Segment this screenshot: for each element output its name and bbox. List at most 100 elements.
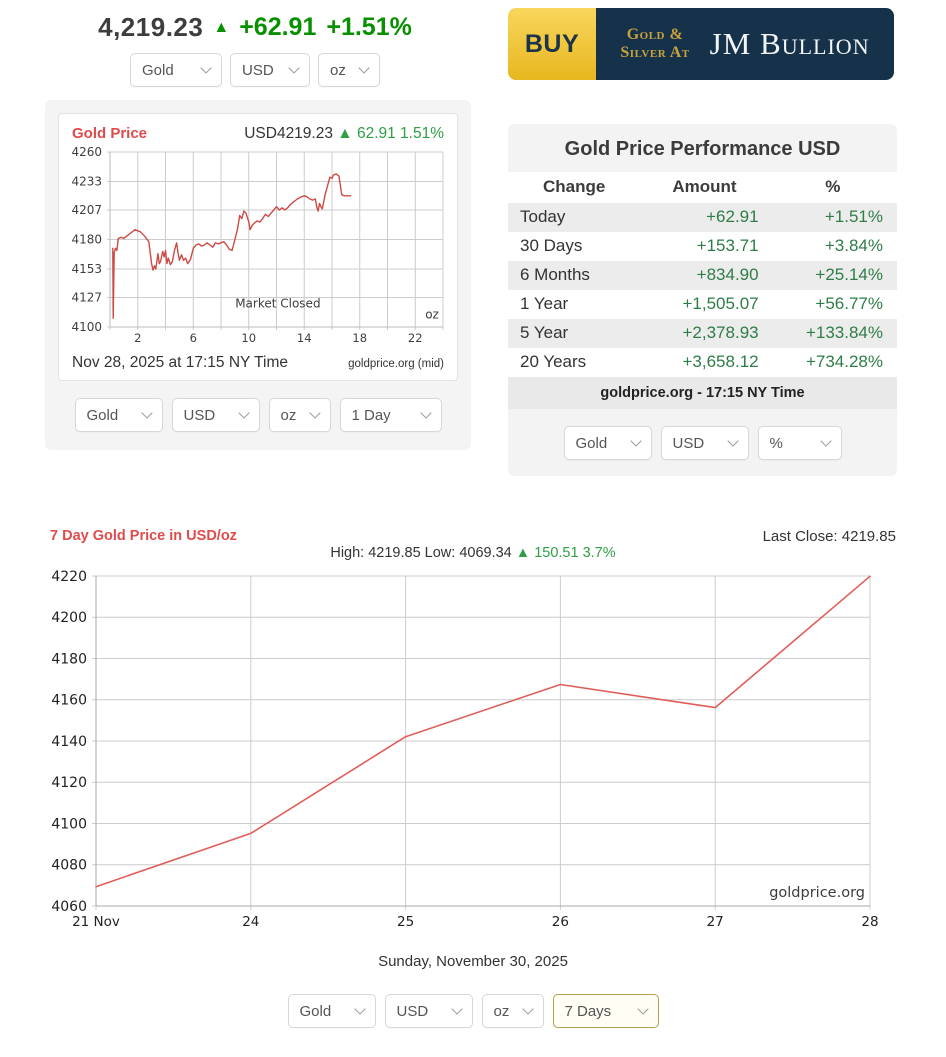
svg-text:26: 26 xyxy=(552,914,569,930)
svg-text:21 Nov: 21 Nov xyxy=(72,914,120,930)
quote-change: 62.91 1.51% xyxy=(356,125,444,142)
cell-label: 20 Years xyxy=(520,352,587,371)
svg-text:4060: 4060 xyxy=(51,899,87,915)
svg-text:4080: 4080 xyxy=(51,858,87,874)
intraday-chart: 4100 4127 4153 4180 4207 4233 4260 2 6 10 14 18 22 Ma… xyxy=(71,145,444,345)
chevron-down-icon xyxy=(636,1003,649,1015)
cell-pct: +1.51% xyxy=(824,207,883,226)
performance-rows: Today +62.91 +1.51% 30 Days +153.71 +3.84% 6 M… xyxy=(508,203,897,377)
svg-text:4180: 4180 xyxy=(71,233,102,247)
svg-text:Market Closed: Market Closed xyxy=(235,296,320,310)
svg-text:4120: 4120 xyxy=(51,775,87,791)
chart-metal-select[interactable]: Gold xyxy=(74,398,163,432)
jm-bullion-ad-banner[interactable]: BUY Gold & Silver At JM Bullion xyxy=(508,8,894,80)
column-header-percent: % xyxy=(825,177,841,196)
svg-text:22: 22 xyxy=(408,331,423,345)
cell-pct: +25.14% xyxy=(815,265,883,284)
chevron-down-icon xyxy=(353,1003,366,1015)
seven-day-title: 7 Day Gold Price in USD/oz xyxy=(50,528,237,544)
svg-text:10: 10 xyxy=(241,331,256,345)
column-header-amount: Amount xyxy=(672,177,737,196)
svg-text:6: 6 xyxy=(190,331,197,345)
svg-text:4127: 4127 xyxy=(71,291,102,305)
cell-amount: +3,658.12 xyxy=(682,352,759,371)
svg-text:4100: 4100 xyxy=(51,816,87,832)
chart-quote: USD4219.23 ▲ 62.91 1.51% xyxy=(244,125,444,143)
svg-text:goldprice.org: goldprice.org xyxy=(769,885,865,901)
perf-metal-select[interactable]: Gold xyxy=(563,426,652,460)
svg-text:4207: 4207 xyxy=(71,203,102,217)
up-arrow-icon: ▲ xyxy=(213,18,230,36)
intraday-chart-card: Gold Price USD4219.23 ▲ 62.91 1.51% 4100… xyxy=(58,113,458,381)
seven-day-chart: 4060 4080 4100 4120 4140 4160 4180 4200 4220 21 N… xyxy=(51,569,878,930)
perf-currency-select[interactable]: USD xyxy=(660,426,749,460)
header-unit-select[interactable]: oz xyxy=(318,53,380,87)
svg-text:4100: 4100 xyxy=(71,320,102,334)
select-value: Gold xyxy=(142,61,174,79)
cell-label: 1 Year xyxy=(520,294,569,313)
select-value: Gold xyxy=(299,1002,332,1020)
cell-amount: +834.90 xyxy=(696,265,759,284)
spot-price: 4,219.23 xyxy=(98,12,204,42)
svg-text:2: 2 xyxy=(134,331,141,345)
quote-price: USD4219.23 xyxy=(244,125,333,142)
date-caption: Sunday, November 30, 2025 xyxy=(378,953,568,970)
svg-text:4160: 4160 xyxy=(51,693,87,709)
svg-text:18: 18 xyxy=(352,331,367,345)
perf-display-select[interactable]: % xyxy=(757,426,842,460)
svg-text:24: 24 xyxy=(242,914,259,930)
svg-text:4200: 4200 xyxy=(51,610,87,626)
page-header: 4,219.23 ▲ +62.91 +1.51% Gold USD oz BUY… xyxy=(0,0,946,96)
chart-currency-select[interactable]: USD xyxy=(171,398,260,432)
select-value: USD xyxy=(183,406,216,424)
chevron-down-icon xyxy=(521,1003,534,1015)
cell-label: Today xyxy=(520,207,566,226)
chevron-down-icon xyxy=(237,407,250,419)
banner-brand-logo: JM Bullion xyxy=(709,26,870,61)
table-row: 20 Years +3,658.12 +734.28% xyxy=(508,348,897,377)
cell-pct: +56.77% xyxy=(815,294,883,313)
last-close-label: Last Close: 4219.85 xyxy=(762,528,896,545)
svg-text:4180: 4180 xyxy=(51,651,87,667)
up-arrow-icon: ▲ xyxy=(337,125,353,142)
header-metal-select[interactable]: Gold xyxy=(130,53,222,87)
svg-text:27: 27 xyxy=(707,914,724,930)
bottom-period-select[interactable]: 7 Days xyxy=(552,994,659,1028)
svg-text:4260: 4260 xyxy=(71,147,102,159)
select-value: oz xyxy=(330,61,346,79)
banner-tagline-line2: Silver At xyxy=(620,44,690,61)
chevron-down-icon xyxy=(200,62,212,74)
cell-amount: +153.71 xyxy=(696,236,759,255)
price-change-percent: +1.51% xyxy=(326,13,412,41)
cell-pct: +3.84% xyxy=(824,236,883,255)
cell-label: 6 Months xyxy=(520,265,590,284)
svg-text:14: 14 xyxy=(297,331,312,345)
select-value: USD xyxy=(396,1002,429,1020)
chart-source: goldprice.org (mid) xyxy=(348,358,444,370)
table-row: 6 Months +834.90 +25.14% xyxy=(508,261,897,290)
banner-tagline-line1: Gold & xyxy=(626,26,684,44)
bottom-metal-select[interactable]: Gold xyxy=(287,994,376,1028)
chart-unit-select[interactable]: oz xyxy=(268,398,331,432)
svg-text:25: 25 xyxy=(397,914,414,930)
chevron-down-icon xyxy=(358,62,370,74)
cell-label: 30 Days xyxy=(520,236,583,255)
header-currency-select[interactable]: USD xyxy=(230,53,310,87)
chevron-down-icon xyxy=(726,435,739,447)
chevron-down-icon xyxy=(819,435,832,447)
select-value: Gold xyxy=(86,406,119,424)
chevron-down-icon xyxy=(419,407,432,419)
chart-period-select[interactable]: 1 Day xyxy=(339,398,442,432)
bottom-currency-select[interactable]: USD xyxy=(384,994,473,1028)
intraday-chart-panel: Gold Price USD4219.23 ▲ 62.91 1.51% 4100… xyxy=(45,100,471,450)
table-row: 5 Year +2,378.93 +133.84% xyxy=(508,319,897,348)
banner-tagline: Gold & Silver At xyxy=(620,26,689,61)
bottom-unit-select[interactable]: oz xyxy=(481,994,544,1028)
buy-button[interactable]: BUY xyxy=(508,8,596,80)
select-value: oz xyxy=(493,1002,510,1020)
svg-text:4140: 4140 xyxy=(51,734,87,750)
main-panels: Gold Price USD4219.23 ▲ 62.91 1.51% 4100… xyxy=(0,96,946,476)
chevron-down-icon xyxy=(450,1003,463,1015)
select-value: 1 Day xyxy=(351,406,391,424)
cell-label: 5 Year xyxy=(520,323,569,342)
